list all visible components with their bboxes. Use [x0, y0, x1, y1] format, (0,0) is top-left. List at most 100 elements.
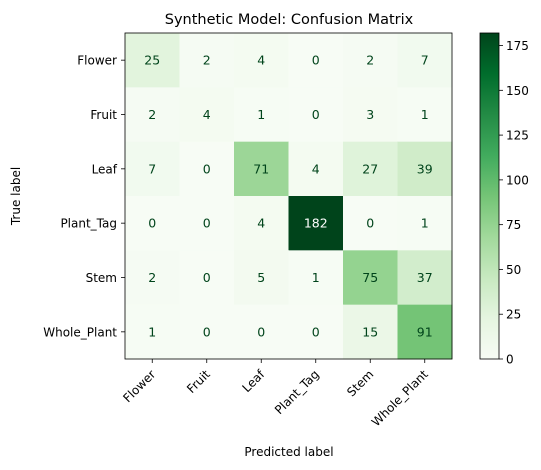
cell-value-label: 71	[253, 161, 269, 176]
cell-value-label: 0	[203, 161, 211, 176]
heatmap-cell	[397, 196, 453, 251]
heatmap-cell	[288, 304, 344, 360]
y-tick-label: Whole_Plant	[43, 325, 117, 339]
cell-value-label: 2	[366, 53, 374, 68]
cell-value-label: 1	[421, 216, 429, 231]
colorbar	[479, 32, 500, 360]
heatmap-cell	[343, 87, 398, 143]
cell-value-label: 0	[312, 53, 320, 68]
heatmap-cell	[179, 141, 235, 197]
cell-value-label: 91	[417, 324, 433, 339]
cell-value-label: 0	[203, 324, 211, 339]
heatmap-cell	[397, 141, 453, 197]
heatmap-cell	[343, 196, 398, 251]
x-tick-label: Stem	[344, 367, 376, 399]
heatmap-cell	[234, 87, 289, 143]
heatmap-cell	[288, 87, 344, 143]
heatmap-cell	[343, 304, 398, 360]
heatmap-cell	[179, 87, 235, 143]
colorbar-tick-label: 25	[506, 308, 521, 322]
y-axis-label: True label	[9, 167, 23, 226]
cell-value-label: 0	[257, 324, 265, 339]
cell-value-label: 7	[148, 161, 156, 176]
cell-value-label: 15	[362, 324, 378, 339]
heatmap-cell	[288, 250, 344, 306]
heatmap-cell	[234, 250, 289, 306]
cell-value-label: 3	[366, 107, 374, 122]
colorbar-tick-label: 75	[506, 218, 521, 232]
colorbar-tick-label: 50	[506, 263, 521, 277]
plot-frame	[124, 32, 453, 360]
cell-value-label: 4	[257, 53, 265, 68]
cell-value-label: 7	[421, 53, 429, 68]
cell-value-label: 4	[203, 107, 211, 122]
x-tick-label: Plant_Tag	[272, 367, 322, 417]
heatmap-cell	[234, 33, 289, 88]
heatmap-cell	[179, 250, 235, 306]
cell-value-label: 1	[148, 324, 156, 339]
heatmap-cell-labels: 25 2 4 0 2 72 4 1 0 3 17 0 71 4 27 390 0 4 182 0 12 0 5 1 75 371 0…	[144, 53, 432, 340]
heatmap-cell	[343, 141, 398, 197]
x-tick-label: Leaf	[239, 367, 267, 395]
cell-value-label: 0	[203, 270, 211, 285]
colorbar-tick-label: 0	[506, 353, 514, 367]
colorbar-tick-label: 125	[506, 129, 529, 143]
heatmap-cell	[397, 87, 453, 143]
cell-value-label: 0	[312, 107, 320, 122]
heatmap-cell	[343, 250, 398, 306]
x-tick-label: Flower	[120, 367, 158, 405]
heatmap-cell	[397, 250, 453, 306]
heatmap-cell	[288, 196, 344, 251]
heatmap-cell	[288, 141, 344, 197]
y-tick-label: Stem	[86, 271, 117, 285]
heatmap-cell	[288, 33, 344, 88]
colorbar-tick-label: 100	[506, 173, 529, 187]
colorbar-tick-label: 175	[506, 39, 529, 53]
cell-value-label: 0	[312, 324, 320, 339]
heatmap-cell	[179, 196, 235, 251]
cell-value-label: 75	[362, 270, 378, 285]
cell-value-label: 2	[148, 270, 156, 285]
cell-value-label: 25	[144, 53, 160, 68]
heatmap-cell	[343, 33, 398, 88]
cell-value-label: 2	[203, 53, 211, 68]
cell-value-label: 37	[417, 270, 433, 285]
x-axis-label: Predicted label	[244, 445, 333, 459]
cell-value-label: 27	[362, 161, 378, 176]
heatmap-cell	[125, 250, 180, 306]
y-tick-label: Flower	[77, 54, 117, 68]
x-tick-label: Whole_Plant	[369, 367, 431, 429]
cell-value-label: 4	[312, 161, 320, 176]
heatmap-cell	[397, 33, 453, 88]
cell-value-label: 39	[417, 161, 433, 176]
cell-value-label: 4	[257, 216, 265, 231]
y-tick-label: Fruit	[90, 108, 117, 122]
cell-value-label: 0	[366, 216, 374, 231]
heatmap-cell	[125, 141, 180, 197]
cell-value-label: 0	[148, 216, 156, 231]
cell-value-label: 0	[203, 216, 211, 231]
cell-value-label: 5	[257, 270, 265, 285]
heatmap-cell	[397, 304, 453, 360]
chart-title: Synthetic Model: Confusion Matrix	[165, 12, 414, 28]
heatmap-cell	[234, 196, 289, 251]
heatmap-cell	[125, 33, 180, 88]
x-tick-label: Fruit	[184, 367, 213, 396]
heatmap-cell	[125, 87, 180, 143]
colorbar-ticks: 0 25 50 75 100 125 150 175	[499, 39, 529, 367]
heatmap-cell	[179, 33, 235, 88]
y-axis-ticks: Flower Fruit Leaf Plant_Tag Stem Whole_Plant	[43, 54, 125, 339]
heatmap-cell	[179, 304, 235, 360]
y-tick-label: Plant_Tag	[60, 217, 117, 231]
cell-value-label: 1	[257, 107, 265, 122]
heatmap-cell	[234, 304, 289, 360]
cell-value-label: 1	[421, 107, 429, 122]
heatmap-cells	[125, 33, 453, 360]
cell-value-label: 1	[312, 270, 320, 285]
cell-value-label: 2	[148, 107, 156, 122]
heatmap-cell	[234, 141, 289, 197]
y-tick-label: Leaf	[92, 162, 118, 176]
heatmap-cell	[125, 196, 180, 251]
